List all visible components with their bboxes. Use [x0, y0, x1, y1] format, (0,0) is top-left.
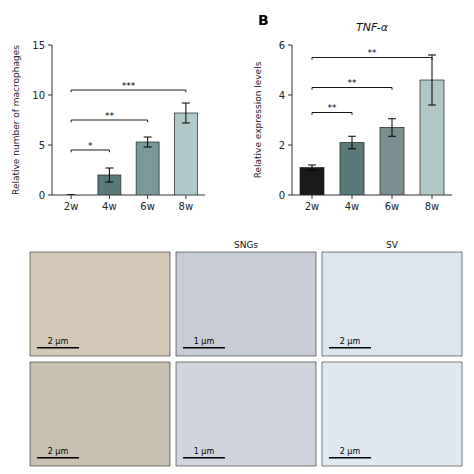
significance-label: **: [105, 111, 115, 121]
x-tick: [352, 195, 353, 199]
scale-bar: [37, 457, 79, 459]
bar-chart: 0 5 10 15 2w 4w 6w 8w Relative number of macroph…: [11, 40, 206, 213]
bar: [340, 143, 364, 196]
y-tick-label: 5: [39, 140, 45, 151]
x-tick: [392, 195, 393, 199]
x-tick-label: 6w: [385, 201, 400, 212]
scale-bar: [329, 457, 371, 459]
significance-label: *: [88, 141, 93, 151]
x-tick-label: 8w: [179, 201, 194, 212]
image-panel: [322, 362, 462, 466]
scale-bar: [183, 457, 225, 459]
image-panels: 2 μm SNGs 1 μm SV 2 μm 2 μm 1 μm 2 μm: [30, 240, 462, 466]
y-tick: [288, 145, 292, 146]
significance-label: **: [328, 103, 338, 113]
y-axis-label: Relative expression levels: [253, 61, 263, 178]
y-tick-label: 2: [279, 140, 285, 151]
significance-label: **: [348, 78, 358, 88]
x-tick: [185, 195, 186, 199]
y-axis: [292, 45, 293, 195]
scale-bar-label: 2 μm: [48, 447, 69, 456]
y-tick: [288, 195, 292, 196]
image-panel: [176, 252, 316, 356]
image-panel: [30, 252, 170, 356]
y-tick: [48, 145, 52, 146]
y-tick-label: 4: [279, 90, 285, 101]
error-bar: [182, 103, 190, 123]
panel-title: SV: [386, 240, 399, 250]
y-tick: [288, 95, 292, 96]
scale-bar-label: 2 μm: [340, 447, 361, 456]
x-tick: [432, 195, 433, 199]
plot-area: [67, 103, 197, 195]
x-tick-label: 4w: [102, 201, 117, 212]
plot-area: [300, 55, 444, 195]
bar: [60, 195, 83, 196]
image-panel: [176, 362, 316, 466]
image-panel: [322, 252, 462, 356]
scale-bar-label: 1 μm: [194, 337, 215, 346]
chart-title: TNF-α: [356, 21, 389, 34]
error-bar: [67, 195, 75, 196]
bar: [136, 142, 159, 195]
y-tick-label: 10: [32, 90, 45, 101]
scale-bar-label: 2 μm: [48, 337, 69, 346]
image-panel: [30, 362, 170, 466]
figure: 0 5 10 15 2w 4w 6w 8w Relative number of macroph…: [0, 0, 474, 474]
scale-bar: [37, 347, 79, 349]
error-bar: [308, 165, 316, 170]
error-bar: [348, 136, 356, 149]
bar-chart: 0 2 4 6 2w 4w 6w 8w Relative expression levels **…: [253, 12, 453, 212]
error-bar: [105, 168, 113, 182]
y-tick: [288, 45, 292, 46]
y-axis: [52, 45, 53, 195]
significance-label: ***: [122, 81, 136, 91]
x-tick-label: 2w: [64, 201, 79, 212]
scale-bar: [183, 347, 225, 349]
x-tick-label: 6w: [140, 201, 155, 212]
y-axis-label: Relative number of macrophages: [11, 45, 21, 195]
y-tick: [48, 45, 52, 46]
x-tick: [312, 195, 313, 199]
x-tick-label: 2w: [305, 201, 320, 212]
scale-bar-label: 1 μm: [194, 447, 215, 456]
scale-bar-label: 2 μm: [340, 337, 361, 346]
y-tick-label: 0: [39, 190, 45, 201]
y-tick-label: 0: [279, 190, 285, 201]
error-bar: [144, 137, 152, 147]
y-tick-label: 6: [279, 40, 285, 51]
y-tick-label: 15: [32, 40, 45, 51]
x-tick: [109, 195, 110, 199]
significance-label: **: [368, 48, 378, 58]
y-tick: [48, 95, 52, 96]
scale-bar: [329, 347, 371, 349]
x-tick-label: 4w: [345, 201, 360, 212]
panel-label: B: [258, 12, 269, 28]
bar: [174, 113, 197, 195]
bar: [300, 168, 324, 196]
x-tick: [71, 195, 72, 199]
bar: [380, 128, 404, 196]
x-tick: [147, 195, 148, 199]
x-tick-label: 8w: [425, 201, 440, 212]
error-bar: [388, 119, 396, 137]
error-bar: [428, 55, 436, 105]
y-tick: [48, 195, 52, 196]
panel-title: SNGs: [234, 240, 258, 250]
